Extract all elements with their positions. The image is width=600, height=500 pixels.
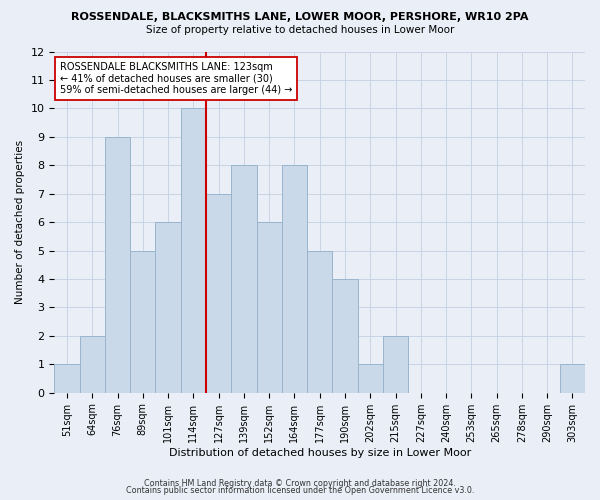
Bar	[282, 165, 307, 392]
Bar	[130, 250, 155, 392]
Bar	[55, 364, 80, 392]
Y-axis label: Number of detached properties: Number of detached properties	[15, 140, 25, 304]
Text: Contains HM Land Registry data © Crown copyright and database right 2024.: Contains HM Land Registry data © Crown c…	[144, 478, 456, 488]
Text: Size of property relative to detached houses in Lower Moor: Size of property relative to detached ho…	[146, 25, 454, 35]
Bar	[231, 165, 257, 392]
Bar	[206, 194, 231, 392]
Text: ROSSENDALE, BLACKSMITHS LANE, LOWER MOOR, PERSHORE, WR10 2PA: ROSSENDALE, BLACKSMITHS LANE, LOWER MOOR…	[71, 12, 529, 22]
Bar	[105, 137, 130, 392]
Bar	[358, 364, 383, 392]
Bar	[560, 364, 585, 392]
Bar	[332, 279, 358, 392]
Bar	[155, 222, 181, 392]
Bar	[181, 108, 206, 393]
Text: ROSSENDALE BLACKSMITHS LANE: 123sqm
← 41% of detached houses are smaller (30)
59: ROSSENDALE BLACKSMITHS LANE: 123sqm ← 41…	[60, 62, 292, 95]
Bar	[307, 250, 332, 392]
Bar	[257, 222, 282, 392]
X-axis label: Distribution of detached houses by size in Lower Moor: Distribution of detached houses by size …	[169, 448, 471, 458]
Bar	[80, 336, 105, 392]
Bar	[383, 336, 408, 392]
Text: Contains public sector information licensed under the Open Government Licence v3: Contains public sector information licen…	[126, 486, 474, 495]
